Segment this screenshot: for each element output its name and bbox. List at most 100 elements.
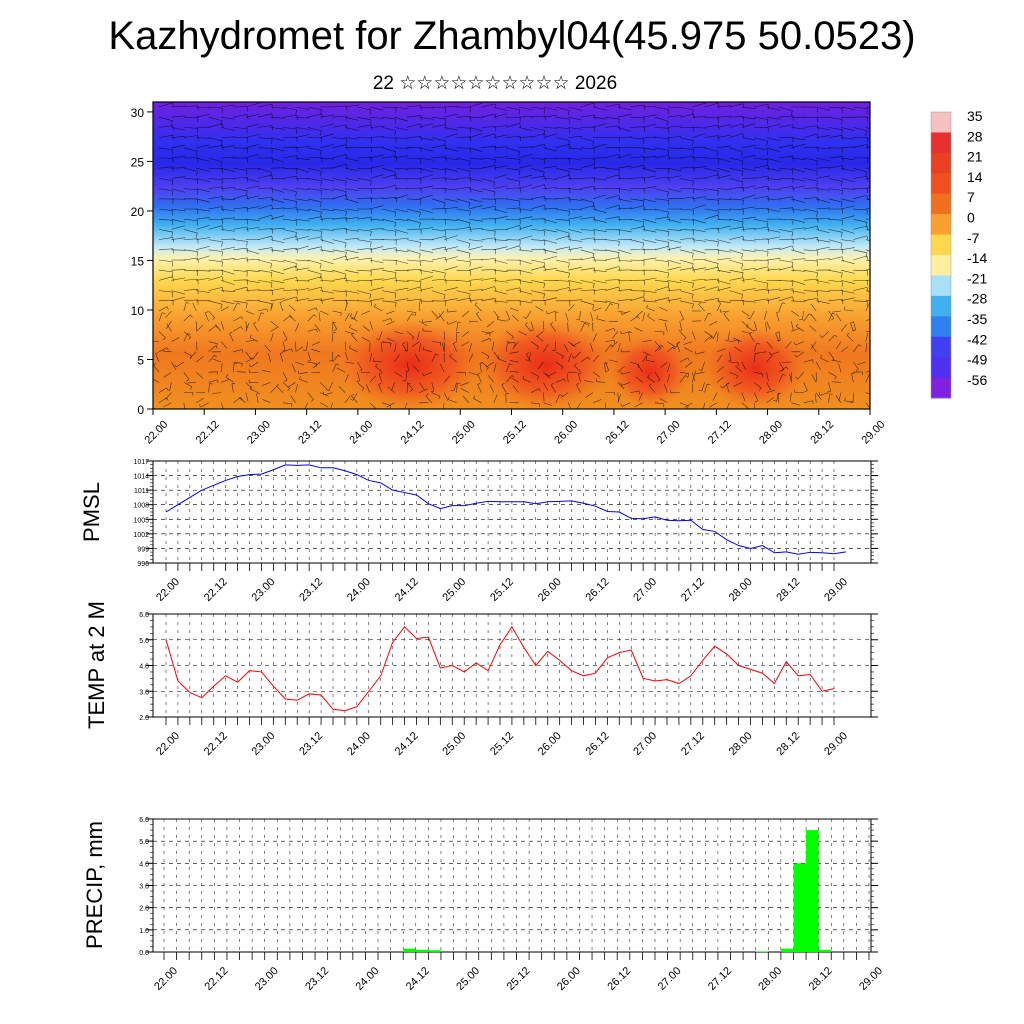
wind-barb <box>406 187 421 189</box>
wind-barb <box>729 178 744 183</box>
wind-barb <box>225 376 234 383</box>
wind-barb-flag <box>820 355 823 359</box>
wind-barb <box>679 331 687 339</box>
wind-barb-flag <box>567 233 570 238</box>
wind-barb <box>766 297 781 302</box>
wind-barb <box>572 341 581 347</box>
wind-barb-flag <box>195 151 198 157</box>
wind-barb <box>692 188 707 191</box>
wind-barb <box>679 259 694 265</box>
wind-barb <box>741 116 756 120</box>
wind-barb <box>386 320 395 326</box>
wind-barb <box>865 300 870 302</box>
wind-barb <box>183 218 198 222</box>
wind-barb <box>438 310 445 319</box>
wind-barb <box>568 135 583 138</box>
wind-barb <box>554 341 557 351</box>
wind-barb <box>679 196 694 200</box>
wind-barb <box>642 300 657 303</box>
wind-barb <box>749 310 755 320</box>
wind-barb <box>456 218 471 224</box>
wind-barb <box>406 259 421 262</box>
wind-barb <box>208 167 223 170</box>
wind-barb <box>795 341 804 346</box>
wind-barb-flag <box>419 242 421 248</box>
wind-barb-flag <box>320 211 322 217</box>
wind-barb <box>530 115 545 118</box>
wind-barb <box>282 167 297 170</box>
wind-barb-flag <box>543 108 546 114</box>
wind-barb <box>233 188 248 191</box>
wind-barb-flag <box>284 379 288 382</box>
wind-barb <box>853 249 868 254</box>
wind-barb-flag <box>842 299 844 305</box>
wind-barb <box>369 106 384 111</box>
wind-barb-flag <box>741 160 744 166</box>
wind-barb-flag <box>246 194 249 200</box>
wind-barb-flag <box>344 242 347 248</box>
wind-barb <box>233 127 248 130</box>
wind-barb-flag <box>692 110 694 115</box>
wind-barb-flag <box>543 283 545 289</box>
wind-barb <box>493 280 508 283</box>
wind-barb-flag <box>692 303 694 309</box>
wind-barb-flag <box>563 378 566 382</box>
wind-barb <box>617 114 632 118</box>
wind-barb <box>828 116 843 120</box>
wind-barb <box>238 397 246 404</box>
wind-barb <box>667 266 682 271</box>
wind-barb <box>291 363 296 373</box>
wind-barb <box>307 157 322 159</box>
wind-barb <box>753 321 757 330</box>
wind-barb <box>592 333 597 342</box>
wind-barb <box>456 208 471 212</box>
wind-barb-flag <box>344 191 347 197</box>
wind-barb <box>344 116 359 121</box>
wind-barb <box>250 361 259 368</box>
wind-barb <box>729 351 732 361</box>
wind-barb <box>505 363 510 373</box>
wind-barb <box>344 188 359 192</box>
wind-barb <box>816 106 830 111</box>
wind-barb <box>568 147 583 150</box>
wind-barb <box>307 198 322 203</box>
wind-barb-flag <box>518 109 521 115</box>
wind-barb <box>183 299 198 302</box>
wind-barb-flag <box>568 262 570 268</box>
wind-barb <box>695 371 705 374</box>
wind-barb-flag <box>687 357 690 361</box>
wind-barb <box>245 322 250 332</box>
wind-barb <box>493 310 500 319</box>
wind-barb <box>778 366 787 373</box>
wind-barb <box>530 133 545 138</box>
wind-barb <box>233 257 248 261</box>
colorbar-segment <box>931 275 951 297</box>
wind-barb <box>405 372 408 382</box>
wind-barb-flag <box>395 197 397 203</box>
wind-barb <box>258 187 273 189</box>
wind-barb <box>189 351 197 359</box>
wind-barb-flag <box>592 141 595 147</box>
x-tick-label: 26.12 <box>584 730 612 758</box>
wind-barb <box>555 197 570 200</box>
wind-barb <box>456 167 471 172</box>
wind-barb <box>481 145 496 149</box>
wind-barb-flag <box>795 376 799 380</box>
wind-barb <box>220 136 235 138</box>
wind-barb <box>530 266 545 271</box>
wind-barb <box>642 175 657 179</box>
wind-barb <box>394 354 400 363</box>
wind-barb-flag <box>754 400 759 403</box>
wind-barb <box>568 208 583 211</box>
wind-barb <box>220 187 235 189</box>
wind-barb <box>766 321 771 330</box>
wind-barb <box>506 123 520 128</box>
wind-barb-flag <box>511 375 515 378</box>
wind-barb <box>233 226 248 230</box>
wind-barb <box>506 157 521 160</box>
wind-barb <box>357 178 372 181</box>
wind-barb <box>704 124 719 128</box>
wind-barb <box>853 344 859 352</box>
wind-barb <box>419 227 434 230</box>
